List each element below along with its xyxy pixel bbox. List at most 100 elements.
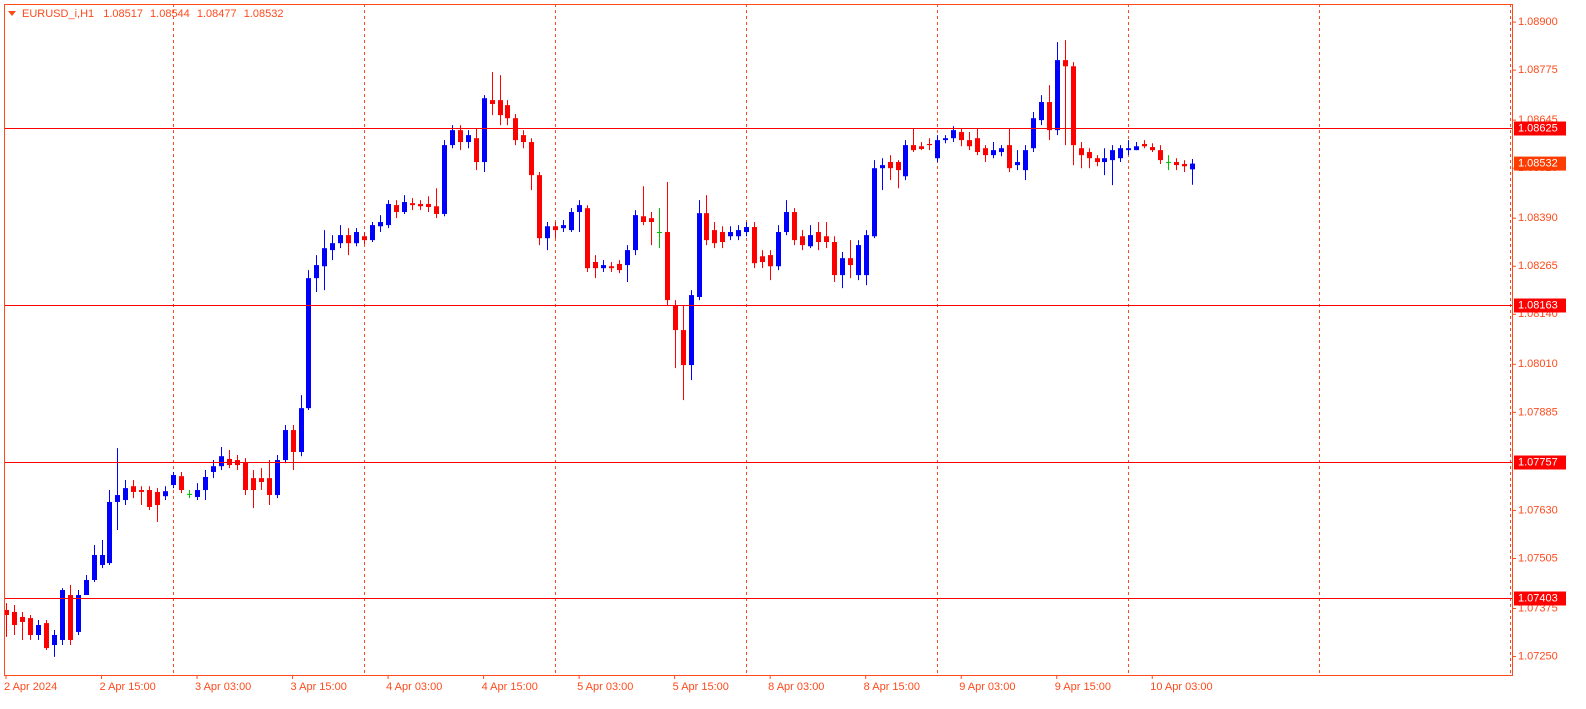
candle-body — [983, 148, 988, 156]
candle-body — [314, 265, 319, 279]
candle-body — [999, 148, 1004, 153]
x-tick-label: 2 Apr 2024 — [4, 681, 57, 693]
candle-body — [306, 278, 311, 409]
candle-body — [1095, 158, 1100, 163]
x-tick-label: 2 Apr 15:00 — [100, 681, 156, 693]
candle-body — [386, 203, 391, 226]
candle-body — [370, 225, 375, 241]
y-tick-label: 1.08265 — [1518, 260, 1558, 272]
y-tick-label: 1.07505 — [1518, 552, 1558, 564]
candle-body — [816, 232, 821, 243]
candle-body — [943, 138, 948, 141]
candle-body — [76, 595, 81, 632]
candle-body — [44, 623, 49, 649]
x-tick-label: 5 Apr 15:00 — [673, 681, 729, 693]
x-tick-label: 9 Apr 03:00 — [959, 681, 1015, 693]
candle-body — [84, 580, 89, 596]
candle-body — [259, 478, 264, 482]
candle-body — [919, 146, 924, 149]
level-label: 1.07757 — [1518, 456, 1558, 468]
x-tick-label: 3 Apr 15:00 — [291, 681, 347, 693]
x-tick-label: 4 Apr 03:00 — [386, 681, 442, 693]
candle-body — [903, 145, 908, 177]
y-tick-label: 1.08775 — [1518, 64, 1558, 76]
candle-body — [951, 130, 956, 139]
candle-body — [513, 118, 518, 141]
candle-body — [426, 203, 431, 208]
candle-body — [681, 330, 686, 366]
candle-body — [808, 235, 813, 247]
candle-body — [553, 226, 558, 231]
candle-body — [107, 501, 112, 564]
collapse-icon[interactable] — [8, 11, 16, 16]
candle-body — [378, 222, 383, 227]
candle-body — [275, 460, 280, 496]
candle-body — [1118, 148, 1123, 159]
candle-body — [1063, 60, 1068, 67]
candle-body — [864, 235, 869, 276]
price-tag — [1514, 156, 1566, 171]
candle-body — [649, 218, 654, 223]
candle-body — [697, 213, 702, 298]
candle-body — [689, 295, 694, 366]
candle-body — [1134, 146, 1139, 151]
candle-body — [975, 138, 980, 153]
candle-body — [760, 256, 765, 263]
candle-body — [92, 555, 97, 581]
candle-body — [1039, 102, 1044, 121]
candle-body — [36, 625, 41, 636]
candle-body — [68, 595, 73, 641]
candle-body — [545, 226, 550, 239]
candle-body — [362, 236, 367, 241]
candle-body — [434, 206, 439, 214]
chart-header: EURUSD_i,H1 1.08517 1.08544 1.08477 1.08… — [22, 8, 283, 20]
candle-body — [1079, 148, 1084, 156]
candle-body — [856, 245, 861, 276]
candle-body — [123, 488, 128, 501]
candle-body — [896, 162, 901, 171]
candle-body — [609, 266, 614, 269]
low-value: 1.08477 — [197, 8, 237, 20]
candle-body — [832, 242, 837, 276]
candle-body — [728, 232, 733, 237]
candle-body — [991, 150, 996, 156]
candle-body — [474, 138, 479, 163]
candle-body — [291, 430, 296, 452]
candle-body — [163, 491, 168, 497]
candle-body — [402, 202, 407, 213]
level-tag — [1514, 455, 1566, 470]
plot-layer — [4, 40, 1195, 657]
price-tag-label: 1.08532 — [1518, 157, 1558, 169]
candle-body — [203, 476, 208, 491]
candle-body — [617, 263, 622, 271]
y-tick-label: 1.08900 — [1518, 16, 1558, 28]
candle-body — [466, 135, 471, 143]
candle-body — [1182, 163, 1187, 167]
candle-body — [1150, 147, 1155, 151]
candle-body — [1087, 152, 1092, 159]
level-tag — [1514, 298, 1566, 313]
plot-frame — [4, 4, 1513, 676]
candle-body — [131, 486, 136, 492]
candle-body — [1190, 163, 1195, 170]
candle-body — [354, 232, 359, 244]
candle-body — [251, 478, 256, 491]
candle-body — [4, 610, 9, 616]
candle-body — [633, 215, 638, 251]
y-tick-label: 1.08390 — [1518, 212, 1558, 224]
candle-body — [792, 212, 797, 241]
candle-body — [641, 216, 646, 223]
x-tick-label: 9 Apr 15:00 — [1055, 681, 1111, 693]
level-label: 1.08163 — [1518, 299, 1558, 311]
y-tick-label: 1.07630 — [1518, 504, 1558, 516]
candle-body — [1031, 118, 1036, 149]
candle-body — [338, 235, 343, 244]
candle-body — [330, 243, 335, 251]
candle-body — [752, 227, 757, 264]
candle-body — [1110, 150, 1115, 161]
candle-body — [1158, 150, 1163, 161]
candle-body — [529, 142, 534, 176]
candle-body — [100, 555, 105, 566]
y-tick-label: 1.07250 — [1518, 650, 1558, 662]
